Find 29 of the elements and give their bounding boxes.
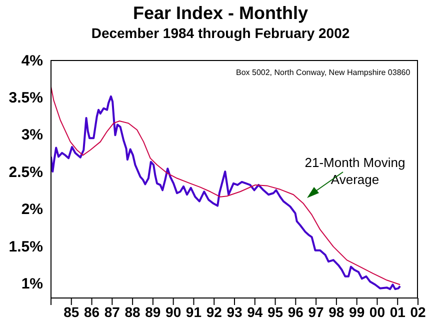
x-tick-label: 99 xyxy=(349,304,365,320)
x-tick-label: 98 xyxy=(328,304,344,320)
y-tick-label: 3% xyxy=(21,126,43,144)
x-tick-label: 88 xyxy=(124,304,141,320)
x-tick-label: 86 xyxy=(84,304,100,320)
x-tick-label: 00 xyxy=(369,304,386,320)
x-tick-label: 89 xyxy=(145,304,161,320)
y-tick-label: 1% xyxy=(21,275,43,292)
y-tick-label: 3.5% xyxy=(8,90,43,107)
chart-subtitle: December 1984 through February 2002 xyxy=(90,24,351,42)
series-label: 21-Month Moving Average xyxy=(304,154,406,188)
x-tick-label: 94 xyxy=(247,304,263,320)
x-tick-label: 95 xyxy=(267,304,284,320)
x-tick-label: 90 xyxy=(166,304,182,320)
x-tick-label: 92 xyxy=(206,304,222,320)
y-tick-label: 2.5% xyxy=(8,164,43,181)
x-tick-label: 87 xyxy=(104,304,120,320)
annotation: Box 5002, North Conway, New Hampshire 03860 xyxy=(236,68,412,78)
chart-title: Fear Index - Monthly xyxy=(132,2,310,24)
x-tick-label: 91 xyxy=(186,304,202,320)
x-tick-label: 02 xyxy=(410,304,426,320)
x-tick-label: 96 xyxy=(288,304,304,320)
x-tick-label: 01 xyxy=(390,304,406,320)
y-tick-label: 4% xyxy=(21,52,43,70)
y-tick-label: 1.5% xyxy=(8,238,43,256)
y-tick-label: 2% xyxy=(21,201,43,218)
x-tick-label: 85 xyxy=(64,304,80,320)
x-tick-label: 93 xyxy=(226,304,242,320)
x-tick-label: 97 xyxy=(308,304,324,320)
